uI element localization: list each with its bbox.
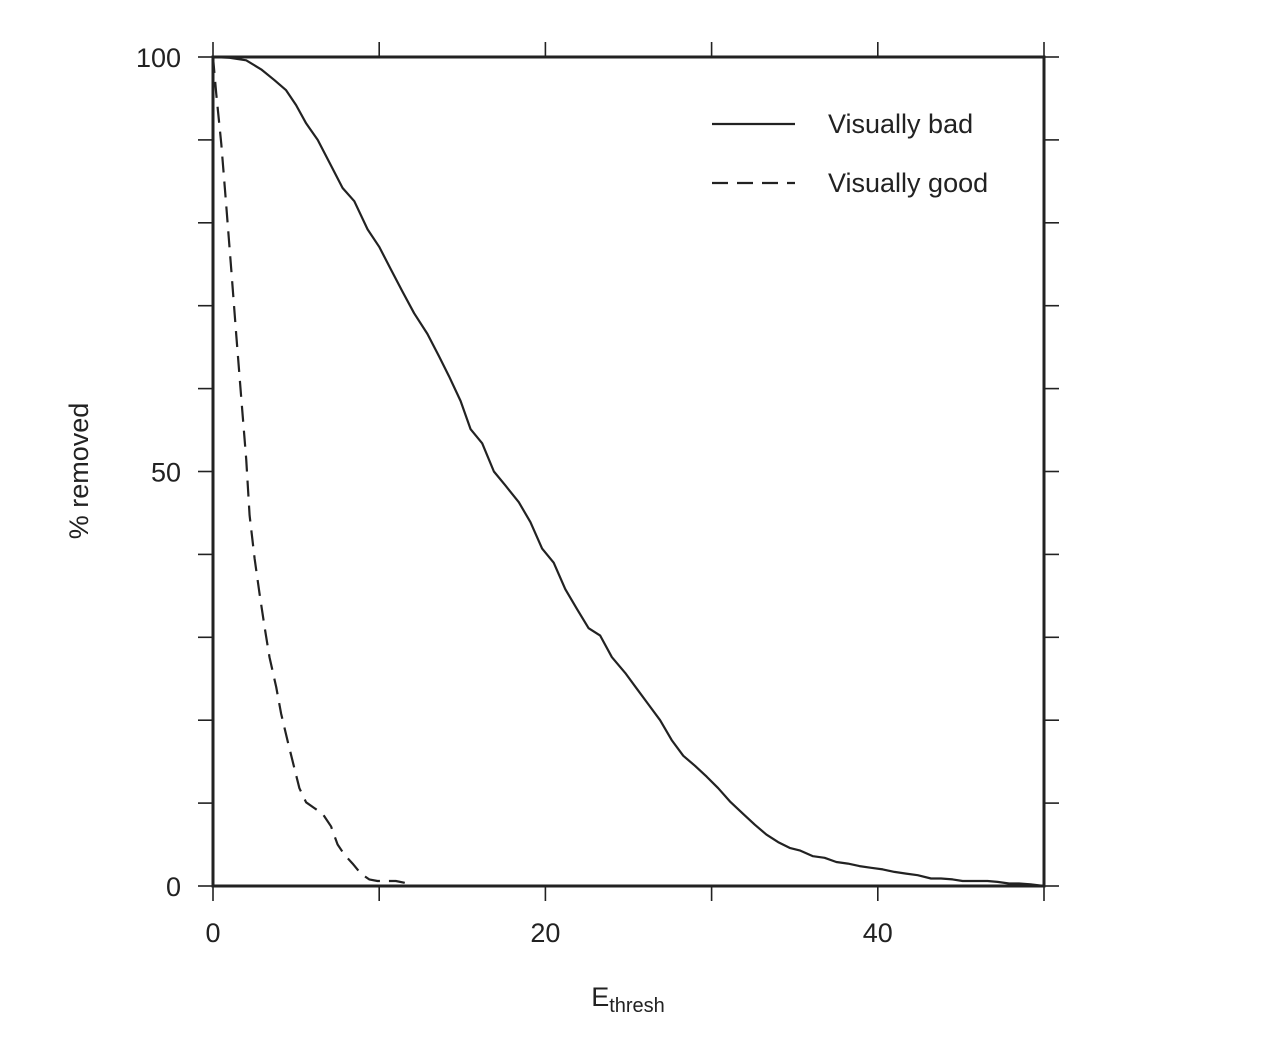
x-tick-label-40: 40 [863,918,893,948]
x-axis-label: Ethresh [591,982,665,1017]
y-tick-label-50: 50 [151,458,181,488]
tick-labels: 0 20 40 0 50 100 [136,43,893,948]
y-tick-label-100: 100 [136,43,181,73]
legend-label-visually-good: Visually good [828,168,988,198]
legend-label-visually-bad: Visually bad [828,109,973,139]
series-line-visually-bad [212,55,1045,888]
tick-marks [198,42,1059,901]
series-lines [211,55,1045,888]
legend: Visually bad Visually good [712,109,988,198]
y-axis-label: % removed [64,403,94,540]
plot-frame [211,55,1046,888]
x-axis-label-subscript: thresh [609,995,665,1017]
y-tick-label-0: 0 [166,872,181,902]
x-tick-label-0: 0 [205,918,220,948]
x-tick-label-20: 20 [530,918,560,948]
series-line-visually-good [211,56,1044,888]
x-axis-label-main: E [591,982,609,1012]
